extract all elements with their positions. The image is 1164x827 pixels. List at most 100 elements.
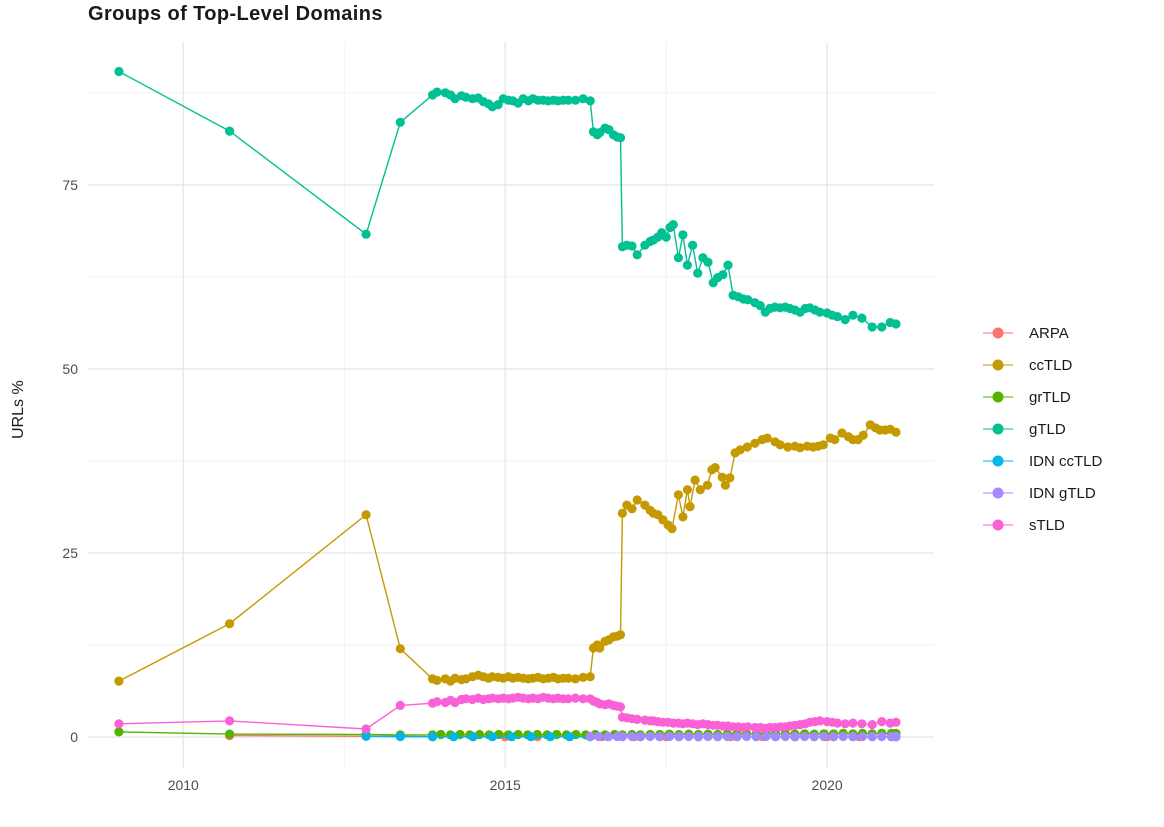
series-point-ccTLD	[720, 480, 731, 490]
series-point-gTLD	[877, 322, 887, 332]
series-point-gTLD	[493, 100, 503, 110]
series-point-IDN ccTLD	[565, 732, 575, 742]
series-point-IDN gTLD	[809, 731, 819, 742]
series-point-IDN gTLD	[848, 731, 858, 742]
series-point-ccTLD	[570, 674, 581, 684]
series-point-gTLD	[668, 220, 678, 230]
legend-label: sTLD	[1029, 516, 1065, 534]
legend-key-icon	[983, 422, 1013, 436]
series-point-IDN ccTLD	[507, 732, 517, 742]
series-point-gTLD	[832, 312, 843, 322]
series-point-ccTLD	[395, 644, 405, 654]
series-point-ccTLD	[361, 510, 371, 520]
series-point-sTLD	[395, 700, 405, 711]
legend-item-IDN ccTLD: IDN ccTLD	[983, 445, 1102, 477]
series-point-sTLD	[815, 716, 825, 726]
legend-key-icon	[983, 326, 1013, 340]
series-point-IDN gTLD	[585, 731, 595, 741]
series-point-gTLD	[891, 319, 901, 329]
series-point-ccTLD	[702, 480, 713, 490]
legend-key-icon	[983, 518, 1013, 532]
series-point-IDN gTLD	[713, 731, 723, 742]
series-point-gTLD	[627, 241, 637, 251]
series-point-IDN ccTLD	[361, 731, 371, 741]
series-point-IDN gTLD	[877, 731, 887, 742]
series-point-gTLD	[578, 94, 588, 104]
legend-key-dot	[992, 519, 1004, 531]
series-point-sTLD	[867, 720, 877, 730]
y-tick-label-50: 50	[62, 360, 78, 377]
series-line-gTLD	[118, 70, 897, 328]
series-point-gTLD	[755, 301, 765, 311]
legend-key-dot	[992, 487, 1004, 499]
series-point-grTLD	[436, 729, 446, 740]
legend-key-dot	[992, 455, 1004, 467]
legend-key-dot	[992, 391, 1004, 403]
legend-item-IDN gTLD: IDN gTLD	[983, 477, 1102, 509]
series-point-sTLD	[432, 697, 442, 707]
series-point-gTLD	[615, 133, 626, 143]
legend-key-dot	[992, 359, 1004, 371]
series-point-ccTLD	[225, 619, 235, 629]
series-point-IDN ccTLD	[487, 732, 497, 742]
series-point-ccTLD	[735, 445, 745, 455]
legend-label: IDN gTLD	[1029, 484, 1096, 502]
legend-label: ARPA	[1029, 324, 1069, 342]
legend-key-icon	[983, 454, 1013, 468]
series-point-sTLD	[877, 717, 887, 727]
series-point-ccTLD	[717, 472, 727, 482]
series-point-ccTLD	[690, 475, 700, 485]
series-point-ccTLD	[563, 673, 573, 683]
series-point-IDN ccTLD	[545, 732, 555, 742]
series-point-IDN gTLD	[603, 731, 613, 742]
series-point-gTLD	[682, 260, 693, 270]
series-point-ccTLD	[795, 443, 805, 453]
legend-item-ccTLD: ccTLD	[983, 349, 1102, 381]
y-tick-label-75: 75	[62, 176, 78, 193]
x-tick-label-2015: 2015	[489, 777, 521, 793]
series-point-IDN gTLD	[819, 731, 829, 742]
legend-label: IDN ccTLD	[1029, 452, 1103, 470]
series-point-ccTLD	[673, 490, 684, 500]
series-point-gTLD	[563, 95, 573, 105]
series-point-gTLD	[867, 322, 877, 332]
series-point-ccTLD	[891, 427, 901, 437]
series-point-gTLD	[718, 270, 728, 280]
series-point-ccTLD	[595, 643, 605, 653]
series-point-ccTLD	[615, 630, 626, 640]
series-point-IDN gTLD	[664, 731, 675, 742]
series-point-gTLD	[661, 232, 671, 242]
series-point-ccTLD	[830, 435, 840, 445]
series-point-IDN gTLD	[800, 731, 810, 742]
series-point-sTLD	[857, 719, 867, 729]
series-point-gTLD	[703, 257, 713, 267]
series-point-gTLD	[395, 117, 405, 127]
series-point-gTLD	[840, 315, 850, 325]
series-point-gTLD	[673, 253, 684, 263]
series-point-IDN gTLD	[780, 731, 790, 742]
series-point-IDN gTLD	[684, 731, 694, 742]
series-point-IDN gTLD	[891, 731, 901, 742]
series-point-sTLD	[361, 724, 371, 734]
series-point-gTLD	[570, 95, 581, 105]
series-point-ccTLD	[710, 463, 720, 473]
series-point-gTLD	[857, 313, 867, 323]
series-point-ccTLD	[775, 440, 785, 450]
x-tick-label-2010: 2010	[167, 777, 199, 793]
series-point-ccTLD	[682, 485, 693, 495]
series-point-sTLD	[848, 718, 858, 728]
series-point-gTLD	[848, 310, 858, 320]
series-point-IDN ccTLD	[526, 732, 536, 742]
series-point-IDN gTLD	[829, 731, 839, 742]
series-point-IDN gTLD	[655, 731, 665, 742]
legend-key-icon	[983, 486, 1013, 500]
series-point-sTLD	[632, 714, 642, 725]
legend-key-dot	[992, 423, 1004, 435]
series-point-ccTLD	[685, 502, 695, 512]
series-point-IDN gTLD	[761, 731, 771, 742]
series-point-sTLD	[615, 702, 626, 712]
series-point-IDN gTLD	[703, 731, 713, 742]
series-point-ccTLD	[632, 495, 642, 505]
series-point-IDN gTLD	[867, 731, 877, 742]
series-point-IDN gTLD	[645, 731, 655, 742]
